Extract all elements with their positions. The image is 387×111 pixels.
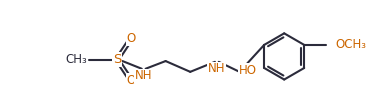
Text: HO: HO — [238, 64, 257, 77]
Text: NH: NH — [135, 69, 152, 82]
Text: OCH₃: OCH₃ — [335, 38, 366, 51]
Text: NH: NH — [208, 62, 225, 75]
Text: O: O — [126, 74, 135, 87]
Text: O: O — [126, 32, 135, 45]
Text: S: S — [113, 53, 121, 66]
Text: CH₃: CH₃ — [65, 53, 87, 66]
